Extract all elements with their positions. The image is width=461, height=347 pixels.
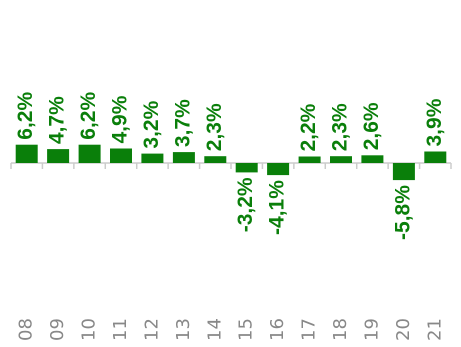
data-label-13: 3,7% xyxy=(171,99,194,147)
x-tick-label-08: 08 xyxy=(16,318,37,341)
x-tick-label-10: 10 xyxy=(79,318,100,341)
bar-21 xyxy=(424,151,447,163)
bar-11 xyxy=(110,148,132,163)
data-label-08: 6,2% xyxy=(14,92,37,140)
x-tick-label-14: 14 xyxy=(204,318,225,341)
x-tick-label-16: 16 xyxy=(267,318,288,341)
bar-12 xyxy=(141,153,164,163)
data-label-19: 2,6% xyxy=(360,102,383,150)
x-tick-label-13: 13 xyxy=(173,318,194,341)
x-tick-label-09: 09 xyxy=(47,318,68,341)
x-tick-labels: 08 09 10 11 12 13 14 15 16 17 18 19 20 21 xyxy=(16,318,446,341)
bar-13 xyxy=(172,152,195,163)
bar-20 xyxy=(392,163,415,181)
x-tick-label-18: 18 xyxy=(330,318,351,341)
x-tick-label-20: 20 xyxy=(393,318,414,341)
data-label-14: 2,3% xyxy=(203,103,226,151)
bar-09 xyxy=(47,149,70,163)
data-labels: 6,2% 4,7% 6,2% 4,9% 3,2% 3,7% 2,3% -3,2% -4,1% 2,… xyxy=(14,92,446,240)
bars xyxy=(15,144,447,181)
bar-18 xyxy=(330,156,352,163)
data-label-15: -3,2% xyxy=(234,177,257,232)
data-label-12: 3,2% xyxy=(140,100,163,148)
x-tick-label-21: 21 xyxy=(424,318,445,341)
x-axis xyxy=(10,162,452,169)
bar-19 xyxy=(361,155,384,163)
data-label-16: -4,1% xyxy=(266,180,289,235)
bar-10 xyxy=(78,144,101,163)
data-label-11: 4,9% xyxy=(109,95,132,143)
bar-15 xyxy=(235,163,258,173)
data-label-17: 2,2% xyxy=(297,103,320,151)
x-tick-label-19: 19 xyxy=(361,318,382,341)
data-label-21: 3,9% xyxy=(423,98,446,146)
data-label-18: 2,3% xyxy=(329,103,352,151)
x-tick-label-11: 11 xyxy=(110,318,131,341)
x-tick-label-17: 17 xyxy=(299,318,320,341)
data-label-20: -5,8% xyxy=(391,185,414,240)
bar-16 xyxy=(267,163,290,176)
bar-17 xyxy=(298,156,321,163)
data-label-09: 4,7% xyxy=(46,96,69,144)
data-label-10: 6,2% xyxy=(77,92,100,140)
x-tick-label-12: 12 xyxy=(141,318,162,341)
x-tick-label-15: 15 xyxy=(236,318,257,341)
bar-08 xyxy=(15,144,38,163)
bar-14 xyxy=(204,156,227,163)
